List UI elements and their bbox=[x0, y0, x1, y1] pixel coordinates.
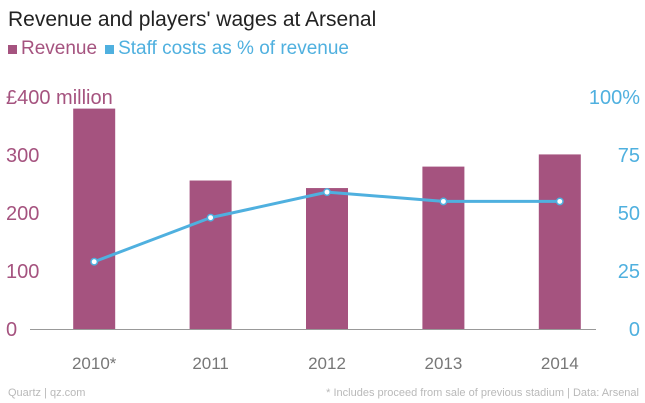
staff-costs-point bbox=[206, 213, 215, 222]
legend-swatch-revenue bbox=[8, 44, 17, 54]
left-axis-tick-label: 200 bbox=[6, 203, 39, 225]
left-axis-tick-label: 100 bbox=[6, 261, 39, 283]
staff-costs-point bbox=[90, 257, 99, 266]
footer-source: Quartz | qz.com bbox=[8, 387, 86, 399]
x-axis-tick-label: 2011 bbox=[192, 354, 229, 373]
revenue-bar bbox=[538, 154, 581, 329]
legend-item-revenue: Revenue bbox=[8, 38, 97, 60]
staff-costs-point bbox=[555, 197, 564, 206]
revenue-bar bbox=[189, 180, 232, 329]
x-axis-tick-label: 2010* bbox=[72, 354, 117, 373]
right-axis-tick-label: 100% bbox=[589, 87, 640, 109]
left-axis-tick-label: 0 bbox=[6, 319, 17, 341]
staff-costs-point bbox=[323, 188, 331, 197]
right-axis-tick-label: 25 bbox=[618, 261, 640, 283]
chart-title: Revenue and players' wages at Arsenal bbox=[8, 8, 377, 31]
x-axis-tick-label: 2012 bbox=[308, 354, 346, 373]
right-axis-tick-label: 50 bbox=[618, 203, 640, 225]
revenue-bar bbox=[73, 108, 116, 329]
x-axis-tick-label: 2014 bbox=[541, 354, 579, 373]
chart-legend: Revenue Staff costs as % of revenue bbox=[8, 38, 357, 60]
revenue-bar bbox=[306, 188, 348, 329]
left-axis-tick-label: £400 million bbox=[6, 87, 113, 109]
staff-costs-point bbox=[439, 197, 448, 206]
footer-note: * Includes proceed from sale of previous… bbox=[326, 387, 639, 399]
left-axis-tick-label: 300 bbox=[6, 145, 39, 167]
x-axis-tick-label: 2013 bbox=[424, 354, 462, 373]
right-axis-tick-label: 0 bbox=[629, 319, 640, 341]
revenue-bar bbox=[422, 166, 465, 329]
right-axis-tick-label: 75 bbox=[618, 145, 640, 167]
legend-swatch-staff-costs bbox=[105, 44, 115, 54]
legend-label-revenue: Revenue bbox=[21, 38, 98, 59]
legend-item-staff-costs: Staff costs as % of revenue bbox=[105, 38, 349, 60]
legend-label-staff-costs: Staff costs as % of revenue bbox=[118, 38, 350, 59]
